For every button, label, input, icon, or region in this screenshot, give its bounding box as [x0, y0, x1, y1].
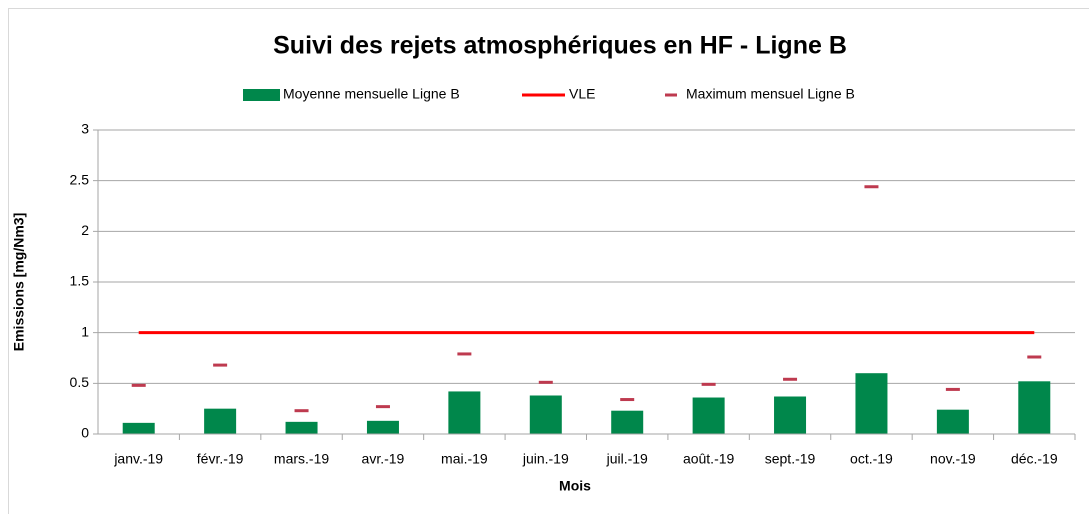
- bar: [448, 391, 481, 434]
- y-tick-label: 2.5: [70, 171, 90, 187]
- y-tick-label: 1: [81, 323, 89, 339]
- chart-title: Suivi des rejets atmosphériques en HF - …: [273, 32, 847, 60]
- bar: [366, 420, 399, 434]
- x-tick-label: mars.-19: [274, 451, 329, 467]
- x-tick-label: oct.-19: [850, 451, 893, 467]
- y-tick-label: 0: [81, 425, 89, 441]
- y-tick-label: 1.5: [70, 273, 90, 289]
- chart-frame: [8, 8, 1089, 514]
- y-tick-label: 2: [81, 222, 89, 238]
- x-axis-title: Mois: [559, 478, 591, 494]
- legend-label: Moyenne mensuelle Ligne B: [283, 86, 460, 102]
- bar: [774, 396, 807, 434]
- bar: [529, 395, 562, 434]
- y-tick-label: 3: [81, 121, 89, 137]
- legend-label: VLE: [569, 86, 595, 102]
- x-tick-label: janv.-19: [113, 451, 163, 467]
- x-tick-label: juin.-19: [522, 451, 569, 467]
- bar: [204, 408, 237, 434]
- y-axis-title: Emissions [mg/Nm3]: [11, 213, 27, 351]
- x-tick-label: nov.-19: [930, 451, 976, 467]
- x-tick-label: juil.-19: [606, 451, 648, 467]
- y-tick-label: 0.5: [70, 374, 90, 390]
- bar: [1018, 381, 1051, 434]
- x-tick-label: août.-19: [683, 451, 735, 467]
- bar: [285, 421, 318, 434]
- bar: [611, 410, 644, 434]
- bar: [936, 409, 969, 434]
- bar: [122, 422, 155, 434]
- x-tick-label: sept.-19: [765, 451, 816, 467]
- x-tick-label: déc.-19: [1011, 451, 1058, 467]
- x-tick-label: avr.-19: [362, 451, 405, 467]
- x-tick-label: mai.-19: [441, 451, 488, 467]
- legend-swatch: [243, 89, 280, 101]
- bar: [692, 397, 725, 434]
- x-tick-label: févr.-19: [197, 451, 244, 467]
- bar: [855, 373, 888, 434]
- legend-label: Maximum mensuel Ligne B: [686, 86, 855, 102]
